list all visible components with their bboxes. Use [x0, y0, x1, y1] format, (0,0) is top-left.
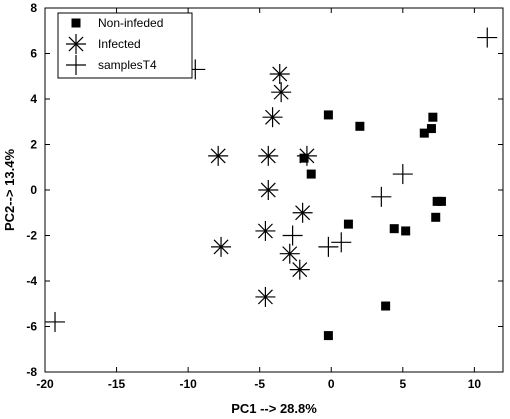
x-tick-label: -5 [254, 377, 265, 391]
legend-label-samples-t4: samplesT4 [98, 58, 157, 72]
asterisk-point [271, 82, 292, 103]
square-point [426, 124, 436, 134]
square-point [343, 219, 353, 229]
y-axis-title: PC2--> 13.4% [2, 149, 17, 231]
asterisk-point [211, 236, 232, 257]
plus-point [392, 164, 413, 185]
y-tick-label: -4 [26, 274, 37, 288]
y-tick-label: -6 [26, 320, 37, 334]
legend-markers [66, 18, 86, 75]
asterisk-point [289, 259, 310, 280]
plus-point [477, 27, 498, 48]
asterisk-point [208, 145, 229, 166]
square-point [323, 331, 333, 341]
x-tick-label: -15 [108, 377, 126, 391]
asterisk-point [258, 180, 279, 200]
square-point [389, 224, 399, 234]
plus-point [371, 186, 392, 207]
y-tick-label: 2 [30, 138, 37, 152]
square-point [381, 301, 391, 311]
square-point [401, 226, 411, 236]
legend-label-non-infected: Non-infeded [98, 16, 163, 30]
square-point [306, 169, 316, 179]
legend: Non-infeded Infected samplesT4 [57, 12, 193, 79]
legend-marker-square [71, 18, 81, 28]
y-tick-label: 6 [30, 47, 37, 61]
square-point [428, 112, 438, 122]
asterisk-point [255, 286, 276, 307]
y-tick-label: -8 [26, 365, 37, 379]
y-tick-label: -2 [26, 229, 37, 243]
asterisk-point [296, 145, 317, 166]
x-axis-title: PC1 --> 28.8% [231, 401, 317, 416]
y-axis-ticks: -8 -6 -4 -2 0 2 4 6 8 [26, 1, 503, 379]
asterisk-point [258, 145, 279, 166]
square-point [419, 128, 429, 138]
asterisk-point [255, 220, 276, 241]
legend-marker-plus [66, 55, 86, 75]
x-tick-label: -20 [36, 377, 54, 391]
x-tick-label: 0 [328, 377, 335, 391]
asterisk-point [262, 107, 283, 128]
x-tick-label: 5 [399, 377, 406, 391]
data-points [45, 27, 498, 341]
x-tick-label: -10 [179, 377, 197, 391]
x-tick-label: 10 [468, 377, 482, 391]
square-point [436, 196, 446, 206]
y-tick-label: 8 [30, 1, 37, 15]
square-point [355, 121, 365, 131]
legend-marker-asterisk [66, 34, 86, 54]
plus-point [331, 232, 352, 253]
asterisk-point [292, 202, 313, 223]
square-point [431, 212, 441, 222]
y-tick-label: 0 [30, 183, 37, 197]
plus-point [282, 225, 303, 246]
asterisk-point [279, 243, 300, 264]
legend-label-infected: Infected [98, 37, 141, 51]
y-tick-label: 4 [30, 92, 37, 106]
plus-point [45, 311, 66, 332]
plus-point [318, 236, 339, 257]
x-axis-ticks: -20 -15 -10 -5 0 5 10 [36, 8, 481, 391]
square-point [323, 110, 333, 120]
asterisk-point [269, 63, 290, 84]
